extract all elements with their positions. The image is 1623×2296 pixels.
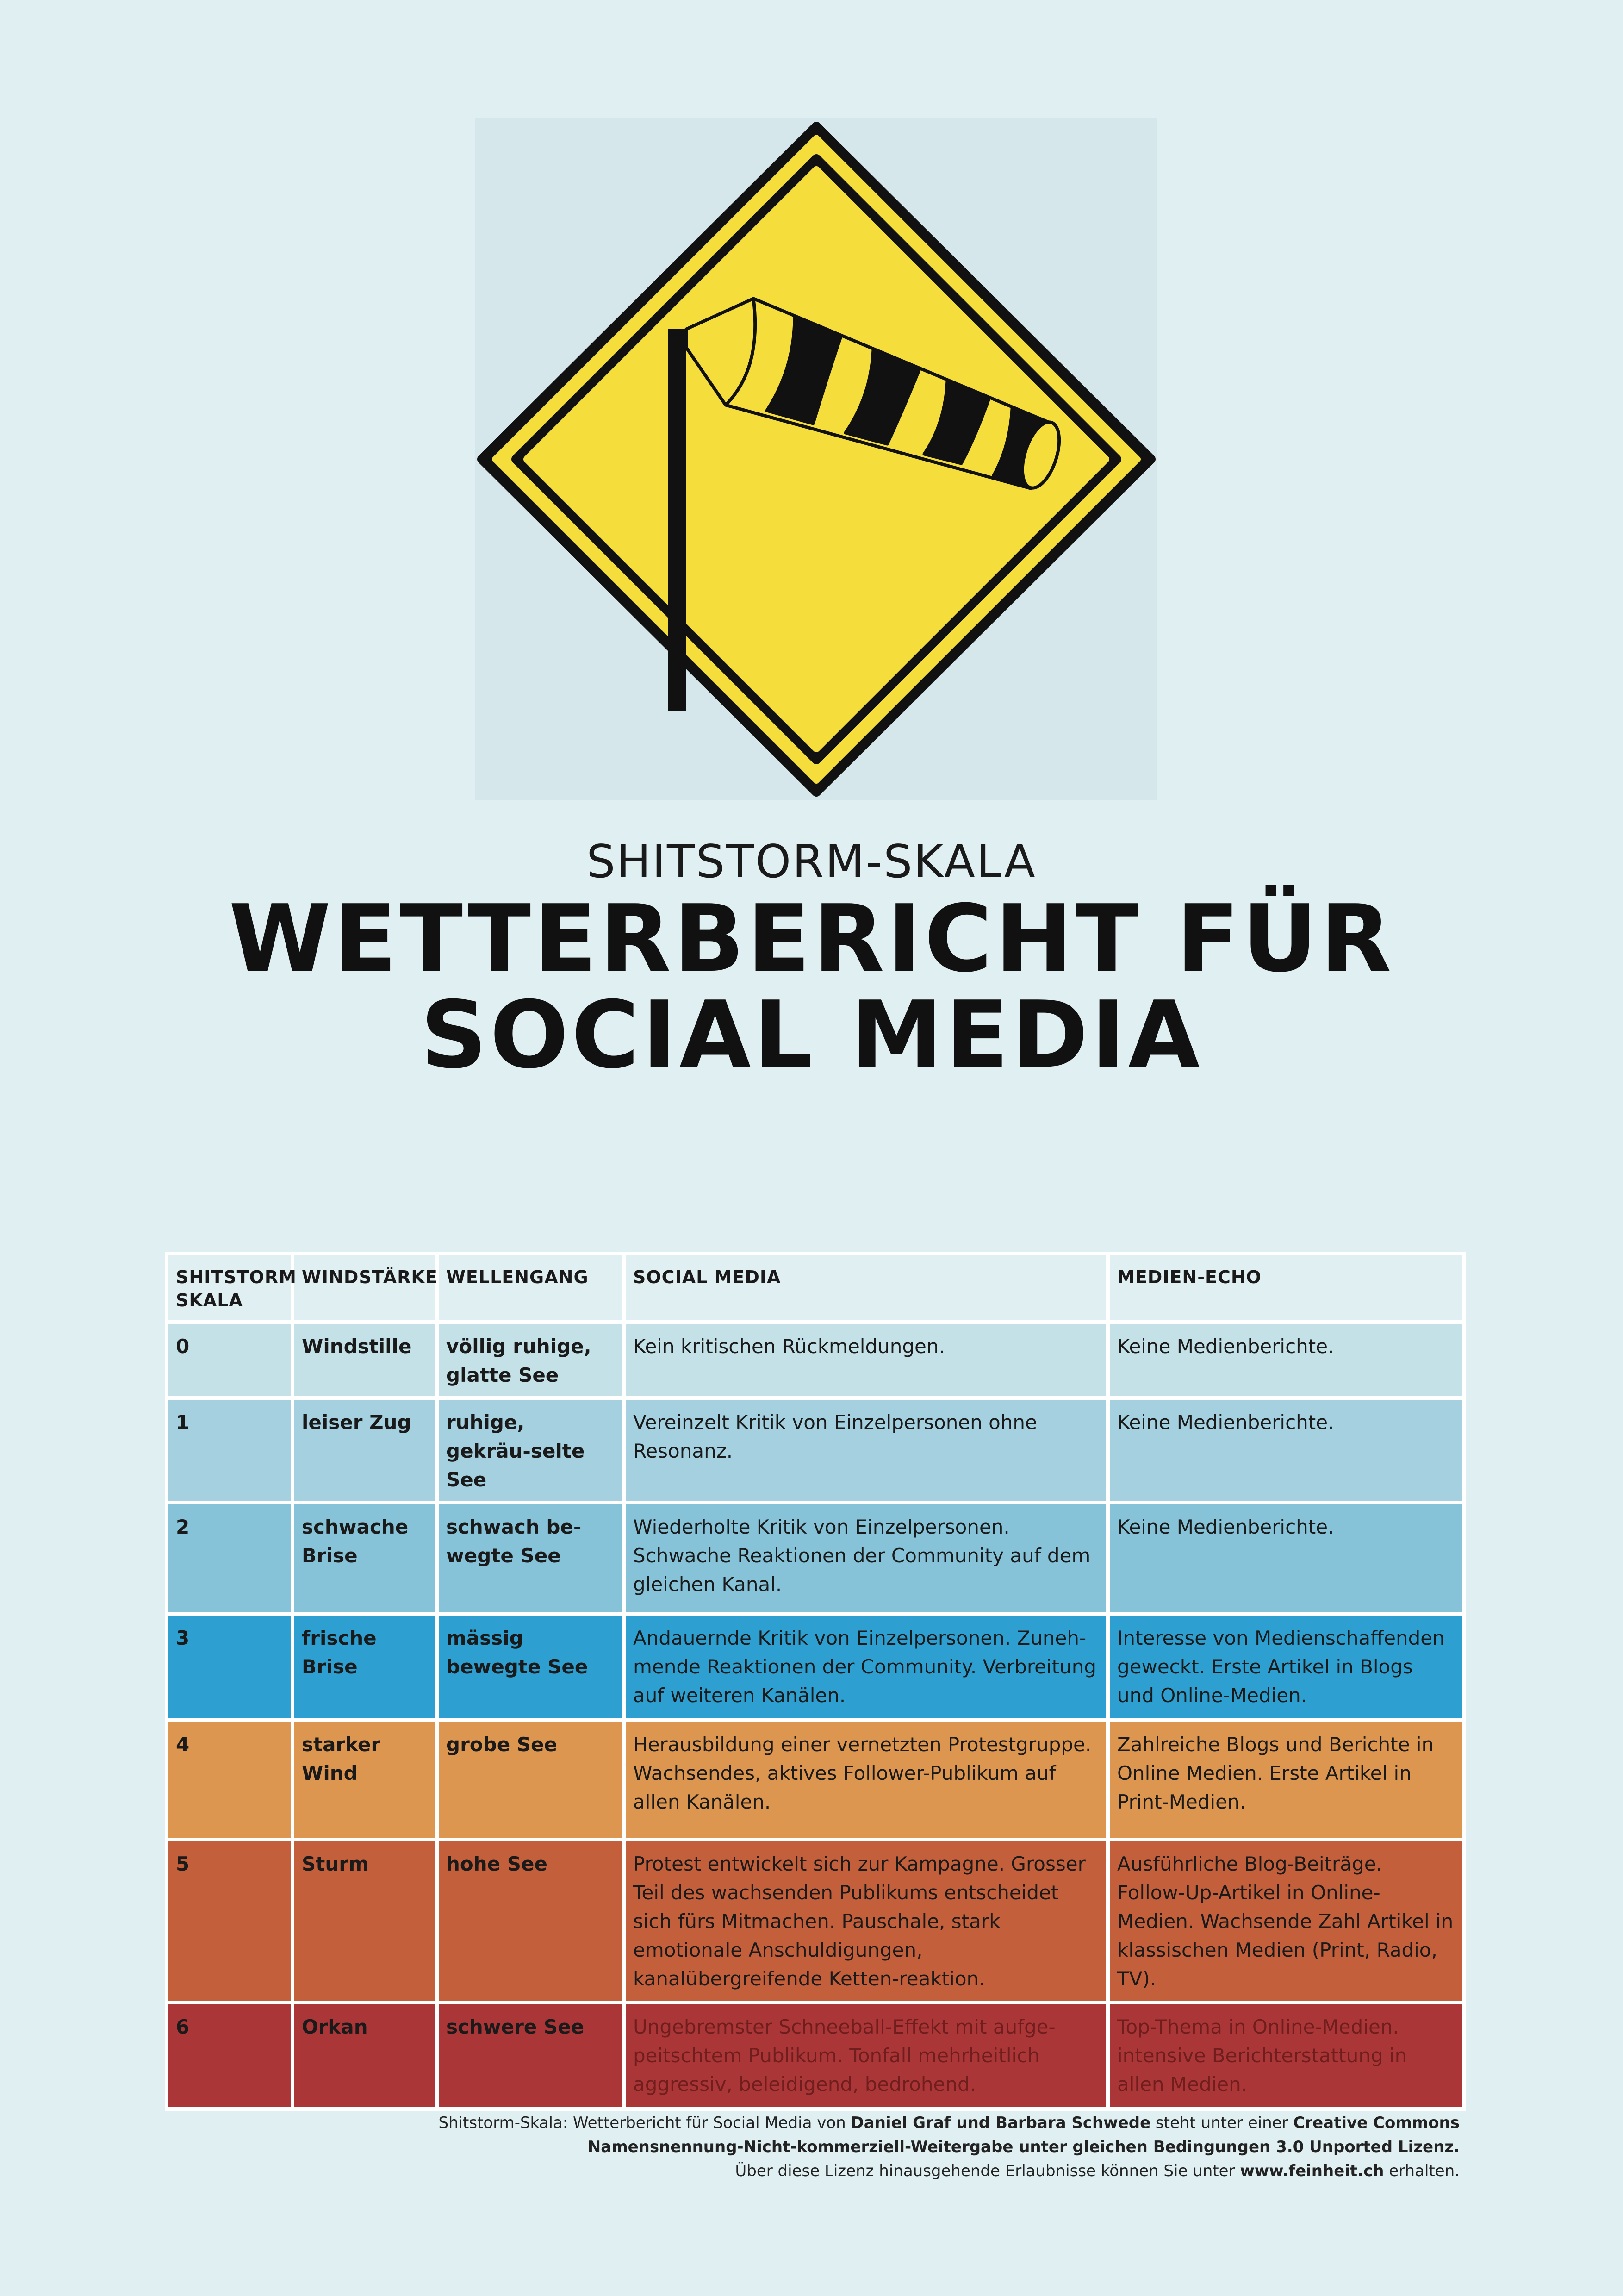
- wind-cell: Windstille: [291, 1320, 439, 1400]
- column-header-wave: WELLENGANG: [435, 1252, 626, 1324]
- wind-cell: starker Wind: [291, 1718, 439, 1841]
- media-echo-cell: Keine Medienberichte.: [1106, 1320, 1466, 1400]
- table-row: 1 leiser Zug ruhige, gekräu-selte See Ve…: [165, 1396, 1466, 1504]
- social-media-cell: Ungebremster Schneeball-Effekt mit aufge…: [622, 2001, 1110, 2111]
- level-cell: 5: [165, 1838, 294, 2004]
- license-link[interactable]: Creative Commons Namensnennung-Nicht-kom…: [587, 2114, 1460, 2156]
- table-row: 4 starker Wind grobe See Herausbildung e…: [165, 1718, 1466, 1841]
- column-header-scale: SHITSTORM SKALA: [165, 1252, 296, 1324]
- table-row: 2 schwache Brise schwach be-wegte See Wi…: [165, 1501, 1466, 1616]
- wave-cell: schwach be-wegte See: [435, 1501, 626, 1616]
- social-media-cell: Vereinzelt Kritik von Einzelpersonen ohn…: [622, 1396, 1110, 1504]
- page-subtitle: SHITSTORM-SKALA: [586, 836, 1037, 888]
- table-row: 3 frische Brise mässig bewegte See Andau…: [165, 1612, 1466, 1722]
- title-line-2: SOCIAL MEDIA: [420, 981, 1203, 1089]
- table-row: 5 Sturm hohe See Protest entwickelt sich…: [165, 1838, 1466, 2004]
- column-header-media: MEDIEN-ECHO: [1106, 1252, 1466, 1324]
- table-row: 6 Orkan schwere See Ungebremster Schneeb…: [165, 2001, 1466, 2111]
- wind-cell: Orkan: [291, 2001, 439, 2111]
- title-line-1: WETTERBERICHT FÜR: [229, 885, 1394, 993]
- social-media-cell: Andauernde Kritik von Einzelpersonen. Zu…: [622, 1612, 1110, 1722]
- column-header-wind: WINDSTÄRKE: [291, 1252, 439, 1324]
- wave-cell: mässig bewegte See: [435, 1612, 626, 1722]
- level-cell: 2: [165, 1501, 294, 1616]
- wind-cell: schwache Brise: [291, 1501, 439, 1616]
- permissions-line: Über diese Lizenz hinausgehende Erlaubni…: [735, 2162, 1460, 2180]
- level-cell: 4: [165, 1718, 294, 1841]
- wave-cell: grobe See: [435, 1718, 626, 1841]
- media-echo-cell: Ausführliche Blog-Beiträge. Follow-Up-Ar…: [1106, 1838, 1466, 2004]
- windsock-warning-sign-icon: [475, 118, 1157, 800]
- website-link[interactable]: www.feinheit.ch: [1240, 2162, 1384, 2180]
- table-row: 0 Windstille völlig ruhige, glatte See K…: [165, 1320, 1466, 1400]
- license-line: Shitstorm-Skala: Wetterbericht für Socia…: [438, 2114, 1460, 2156]
- media-echo-cell: Top-Thema in Online-Medien. intensive Be…: [1106, 2001, 1466, 2111]
- wind-cell: frische Brise: [291, 1612, 439, 1722]
- level-cell: 3: [165, 1612, 294, 1722]
- wave-cell: völlig ruhige, glatte See: [435, 1320, 626, 1400]
- social-media-cell: Protest entwickelt sich zur Kampagne. Gr…: [622, 1838, 1110, 2004]
- wave-cell: ruhige, gekräu-selte See: [435, 1396, 626, 1504]
- table-header-row: SHITSTORM SKALA WINDSTÄRKE WELLENGANG SOC…: [165, 1252, 1466, 1324]
- wind-cell: leiser Zug: [291, 1396, 439, 1504]
- wave-cell: schwere See: [435, 2001, 626, 2111]
- page-title: WETTERBERICHT FÜR SOCIAL MEDIA: [0, 891, 1623, 1084]
- license-credits: Shitstorm-Skala: Wetterbericht für Socia…: [303, 2111, 1460, 2183]
- level-cell: 0: [165, 1320, 294, 1400]
- media-echo-cell: Keine Medienberichte.: [1106, 1501, 1466, 1616]
- wave-cell: hohe See: [435, 1838, 626, 2004]
- wind-cell: Sturm: [291, 1838, 439, 2004]
- social-media-cell: Kein kritischen Rückmeldungen.: [622, 1320, 1110, 1400]
- authors: Daniel Graf und Barbara Schwede: [851, 2114, 1151, 2132]
- social-media-cell: Wiederholte Kritik von Einzelpersonen. S…: [622, 1501, 1110, 1616]
- level-cell: 1: [165, 1396, 294, 1504]
- windsock-sign-graphic: [477, 122, 1156, 797]
- shitstorm-scale-table: SHITSTORM SKALA WINDSTÄRKE WELLENGANG SOC…: [165, 1252, 1466, 2111]
- social-media-cell: Herausbildung einer vernetzten Protestgr…: [622, 1718, 1110, 1841]
- level-cell: 6: [165, 2001, 294, 2111]
- media-echo-cell: Zahlreiche Blogs und Berichte in Online …: [1106, 1718, 1466, 1841]
- media-echo-cell: Interesse von Medienschaffenden geweckt.…: [1106, 1612, 1466, 1722]
- media-echo-cell: Keine Medienberichte.: [1106, 1396, 1466, 1504]
- column-header-social: SOCIAL MEDIA: [622, 1252, 1110, 1324]
